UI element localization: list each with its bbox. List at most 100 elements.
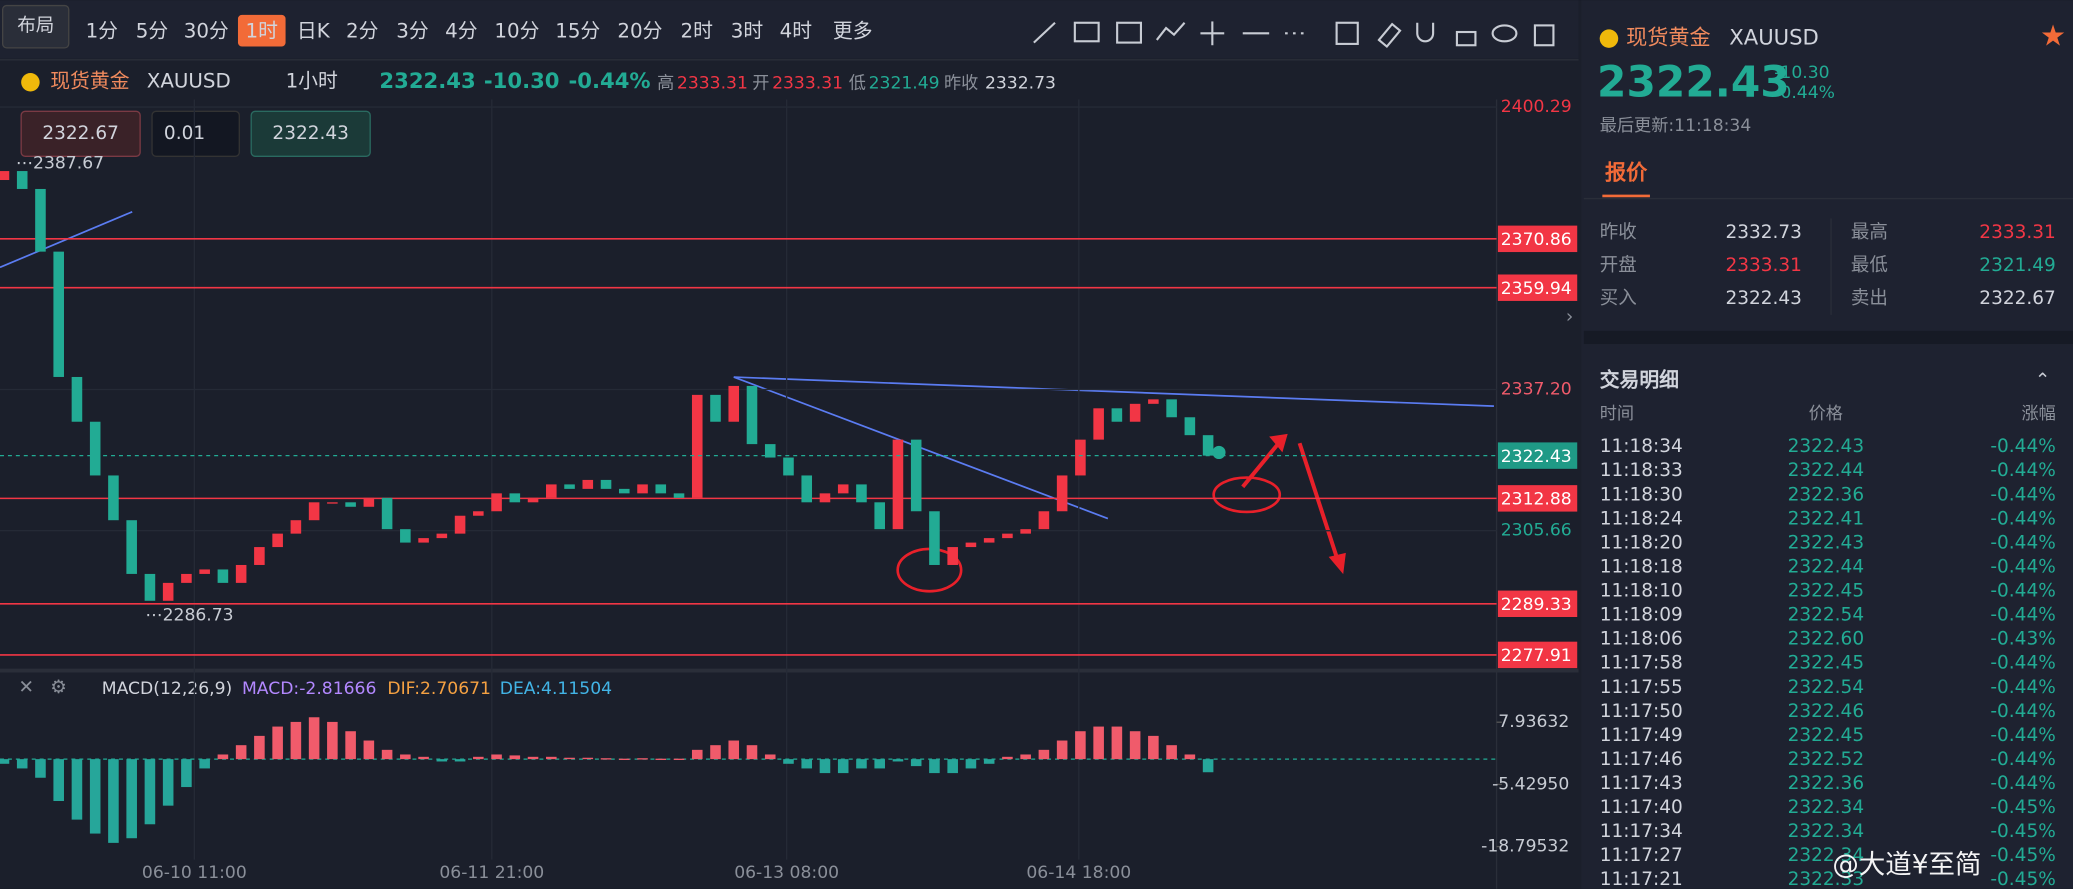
trade-price: 2322.34	[1788, 845, 1865, 866]
trade-change: -0.44%	[1990, 460, 2055, 481]
interval-button[interactable]: 15分	[555, 20, 600, 43]
buy-button[interactable]	[250, 110, 371, 157]
qty[interactable]: 0.01	[164, 123, 205, 144]
sell-price[interactable]: 2322.67	[42, 123, 119, 144]
layout-button[interactable]	[1, 4, 70, 49]
candle	[527, 497, 539, 503]
macd-bar	[1038, 749, 1050, 760]
macd-bar	[272, 726, 283, 760]
trade-price: 2322.34	[1788, 821, 1865, 842]
candle	[327, 502, 338, 504]
interval-button[interactable]: 5分	[136, 20, 169, 43]
interval-button[interactable]: 2分	[346, 20, 379, 43]
y-tick-label: 7.93632	[1498, 712, 1569, 732]
active-interval[interactable]	[237, 14, 286, 47]
interval-button[interactable]: 更多	[833, 20, 873, 43]
qty-input[interactable]	[151, 110, 240, 157]
macd-settings[interactable]: ⚙	[50, 677, 67, 698]
interval-button[interactable]: 2时	[681, 20, 714, 43]
buy-price[interactable]: 2322.43	[272, 123, 349, 144]
macd-bar	[381, 749, 393, 760]
candle	[71, 376, 83, 422]
macd-bar	[655, 758, 667, 760]
macd-bar	[363, 740, 375, 760]
trade-time: 11:18:10	[1600, 581, 1683, 602]
trade-time: 11:18:09	[1600, 605, 1683, 626]
trade-change: -0.44%	[1990, 773, 2055, 794]
trade-time: 11:17:50	[1600, 701, 1683, 722]
candle	[509, 493, 521, 503]
candle	[254, 547, 265, 565]
trade-time: 11:18:24	[1600, 508, 1683, 529]
trade-change: -0.44%	[1990, 556, 2055, 577]
symbol-name[interactable]: 现货黄金	[50, 70, 129, 93]
last-price-box	[1497, 442, 1578, 469]
interval-button[interactable]: 20分	[617, 20, 662, 43]
trade-change: -0.45%	[1990, 797, 2055, 818]
trade-change: -0.44%	[1990, 581, 2055, 602]
interval-button[interactable]: 30分	[184, 20, 229, 43]
macd-bar	[783, 759, 794, 764]
candle	[1111, 408, 1123, 422]
candle	[381, 497, 393, 530]
panel-name: 现货黄金	[1626, 25, 1711, 50]
macd-bar	[108, 759, 119, 843]
expand-arrow[interactable]: ›	[1566, 307, 1573, 328]
trade-time: 11:18:34	[1600, 436, 1683, 457]
trade-time: 11:17:55	[1600, 677, 1683, 698]
interval-button[interactable]: 日K	[297, 20, 331, 43]
macd-bar	[1166, 745, 1177, 760]
trade-time: 11:18:18	[1600, 556, 1683, 577]
layout-label[interactable]: 布局	[17, 16, 54, 37]
quote-value: 2322.67	[1979, 288, 2056, 309]
favorite[interactable]: ★	[2040, 18, 2066, 52]
candle	[1056, 475, 1068, 512]
candle	[272, 533, 283, 548]
trade-price: 2322.33	[1788, 869, 1865, 889]
interval-button[interactable]: 1时	[246, 20, 279, 43]
macd-bar	[546, 756, 557, 760]
symbol-code[interactable]: XAUUSD	[147, 70, 231, 93]
quote-value: 2332.73	[1725, 222, 1802, 243]
level-label: 2277.91	[1501, 646, 1572, 666]
high-label: 高	[657, 74, 674, 94]
prev-value: 2332.73	[985, 74, 1056, 94]
macd-bar	[308, 717, 320, 760]
trade-price: 2322.43	[1788, 436, 1865, 457]
interval[interactable]: 1小时	[286, 70, 338, 93]
interval-button[interactable]: 1分	[86, 20, 119, 43]
y-tick-label: 2305.66	[1501, 521, 1572, 541]
interval-button[interactable]: 4分	[445, 20, 478, 43]
candle	[1129, 403, 1141, 422]
trades-title: 交易明细	[1600, 369, 1679, 392]
macd-bar	[710, 745, 721, 760]
y-tick-label: 2337.20	[1501, 380, 1572, 400]
macd-close[interactable]: ✕	[19, 677, 35, 698]
candle	[582, 479, 594, 489]
macd-bar	[1056, 740, 1068, 760]
candle	[983, 538, 995, 543]
macd-bar	[801, 759, 813, 769]
panel-price: 2322.43	[1597, 57, 1790, 106]
interval-button[interactable]: 3时	[731, 20, 764, 43]
interval-button[interactable]: 10分	[494, 20, 539, 43]
candle	[436, 533, 448, 539]
candle	[89, 421, 101, 476]
trade-time: 11:17:27	[1600, 845, 1683, 866]
candle	[1148, 399, 1159, 404]
collapse[interactable]: ⌃	[2035, 370, 2051, 391]
candle	[1002, 533, 1013, 539]
macd-bar	[929, 759, 940, 774]
low-mark: ⋯2286.73	[145, 605, 233, 625]
macd-bar	[618, 758, 630, 760]
macd-bar	[345, 731, 356, 760]
quote-label: 开盘	[1600, 255, 1637, 276]
quote-tab[interactable]: 报价	[1605, 159, 1648, 184]
sell-button[interactable]	[20, 110, 141, 157]
trade-time: 11:17:34	[1600, 821, 1683, 842]
interval-button[interactable]: 3分	[396, 20, 429, 43]
interval-button[interactable]: 4时	[780, 20, 813, 43]
candle	[564, 484, 575, 489]
macd-bar	[16, 759, 28, 769]
level-label-box	[1497, 274, 1578, 301]
